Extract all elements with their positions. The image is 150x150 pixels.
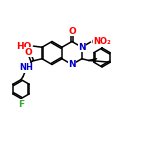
Text: O: O xyxy=(24,48,32,57)
Text: F: F xyxy=(18,100,24,109)
Text: NO₂: NO₂ xyxy=(93,37,111,46)
Text: O: O xyxy=(68,27,76,36)
Text: CH₃: CH₃ xyxy=(92,38,109,46)
Text: N: N xyxy=(68,60,76,69)
Text: HO: HO xyxy=(16,42,32,51)
Text: N: N xyxy=(78,43,86,52)
Text: NH: NH xyxy=(20,63,33,72)
